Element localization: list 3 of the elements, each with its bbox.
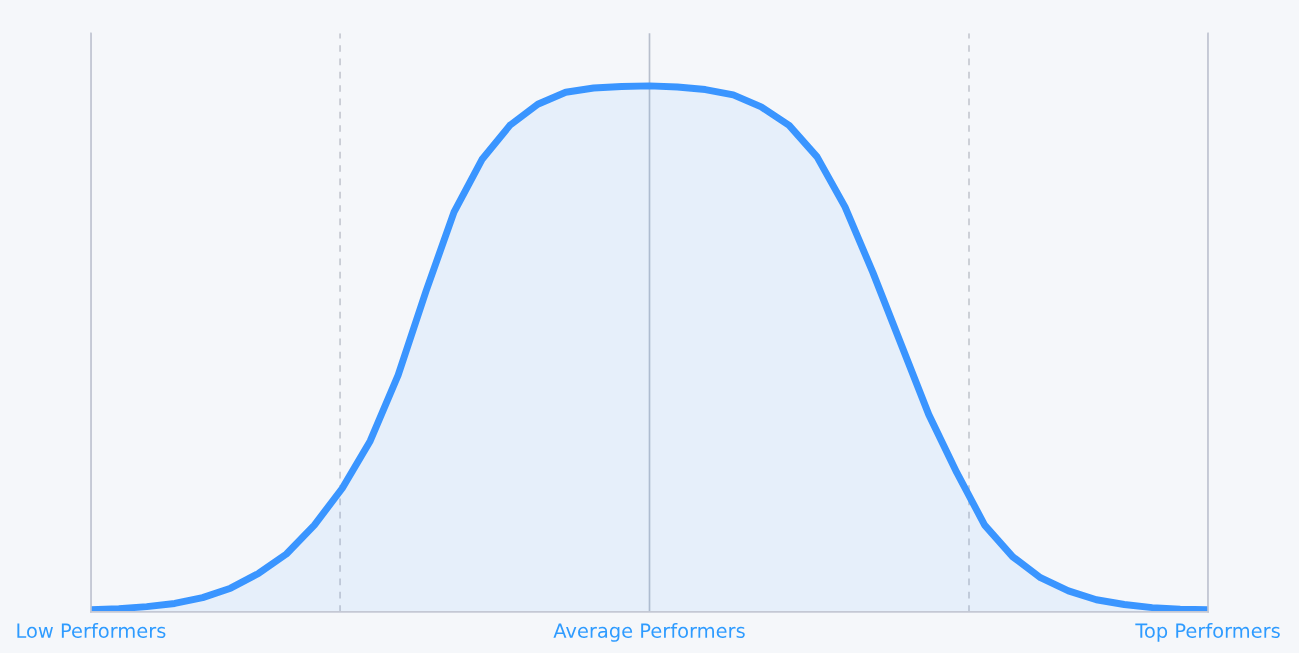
x-tick-label: Average Performers <box>553 622 745 642</box>
x-tick-label: Low Performers <box>17 622 166 639</box>
x-tick-label: Top Performers <box>1135 622 1280 642</box>
